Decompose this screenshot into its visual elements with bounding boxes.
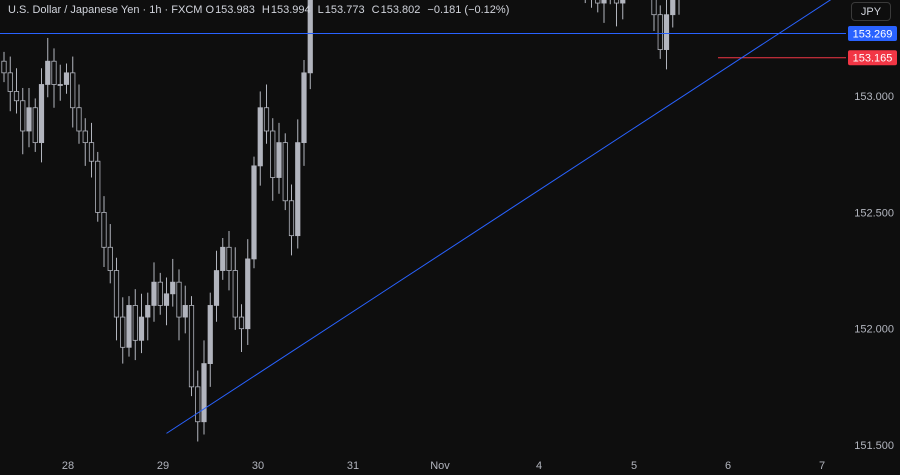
x-tick-label: 4 — [536, 460, 542, 472]
candle-body — [20, 100, 26, 132]
candle-body — [257, 107, 263, 167]
candle-body — [57, 84, 63, 86]
candle-body — [113, 270, 120, 318]
candle-body — [70, 72, 76, 109]
candle-body — [138, 316, 145, 341]
high-value: 153.994 — [270, 4, 311, 16]
price-badge — [848, 26, 897, 42]
close-value: 153.802 — [380, 4, 421, 16]
candle-body — [7, 72, 13, 92]
candle-body — [188, 305, 195, 388]
symbol-title: U.S. Dollar / Japanese Yen · 1h · FXCM — [8, 4, 203, 16]
candle-body — [145, 305, 151, 318]
candle-body — [620, 0, 626, 4]
price-badge-label: 153.269 — [853, 29, 893, 41]
currency-button[interactable]: JPY — [851, 2, 891, 21]
candle-body — [195, 386, 201, 423]
price-badge — [848, 50, 897, 66]
candle-body — [26, 107, 32, 132]
candle-body — [220, 246, 226, 271]
low-value: 153.773 — [324, 4, 365, 16]
candle-body — [663, 14, 670, 50]
candle-body — [295, 142, 301, 237]
symbol-header: U.S. Dollar / Japanese Yen · 1h · FXCM O… — [8, 4, 509, 16]
candle-body — [45, 60, 51, 85]
candle-body — [232, 270, 238, 318]
candle-body — [657, 14, 663, 50]
candle-body — [670, 0, 676, 16]
candle-body — [270, 130, 276, 178]
candle-body — [251, 165, 257, 260]
candle-body — [288, 200, 295, 237]
candle-body — [151, 281, 157, 306]
candle-body — [126, 305, 132, 348]
candle-body — [207, 305, 213, 364]
candle-body — [245, 258, 251, 330]
y-tick-label: 153.000 — [854, 91, 894, 103]
price-badge-label: 153.165 — [853, 53, 893, 65]
y-tick-label: 152.500 — [854, 207, 894, 219]
candle-body — [182, 305, 188, 318]
x-tick-label: 7 — [819, 460, 825, 472]
y-tick-label: 151.500 — [854, 440, 894, 452]
candle-body — [95, 160, 101, 213]
candle-body — [101, 211, 107, 248]
candle-body — [170, 281, 176, 295]
candle-body — [132, 305, 138, 341]
candle-body — [120, 316, 126, 348]
candle-body — [38, 84, 45, 144]
candle-body — [1, 60, 7, 74]
high-label: H — [261, 4, 270, 16]
candle-body — [595, 0, 601, 4]
candle-body — [651, 0, 657, 16]
x-tick-label: 28 — [62, 460, 74, 472]
candle-body — [238, 316, 245, 330]
x-tick-label: Nov — [430, 460, 450, 472]
change-value: −0.181 (−0.12%) — [427, 4, 510, 16]
close-label: C — [371, 4, 380, 16]
candle-body — [601, 0, 607, 4]
candle-body — [51, 60, 57, 85]
candle-body — [157, 281, 163, 306]
candle-body — [63, 72, 70, 85]
candle-body — [32, 107, 38, 144]
candle-body — [301, 72, 307, 144]
candle-body — [226, 246, 232, 271]
candle-body — [163, 293, 170, 306]
x-tick-label: 29 — [157, 460, 169, 472]
x-tick-label: 6 — [725, 460, 731, 472]
candle-body — [13, 91, 20, 102]
open-value: 153.983 — [215, 4, 255, 16]
candle-body — [107, 246, 113, 271]
candle-body — [213, 270, 220, 306]
candle-body — [276, 142, 282, 178]
candle-body — [82, 130, 88, 144]
x-tick-label: 31 — [347, 460, 359, 472]
candle-body — [76, 107, 82, 132]
candle-body — [282, 142, 288, 202]
candle-body — [88, 142, 95, 162]
candle-body — [201, 363, 207, 423]
candle-body — [613, 0, 620, 4]
candle-body — [176, 281, 182, 318]
candle-body — [263, 107, 270, 132]
low-label: L — [317, 4, 324, 16]
x-tick-label: 30 — [252, 460, 264, 472]
trend-line — [166, 0, 832, 434]
x-tick-label: 5 — [631, 460, 637, 472]
y-tick-label: 152.000 — [854, 324, 894, 336]
candle-body — [307, 0, 313, 74]
open-label: O — [205, 4, 215, 16]
